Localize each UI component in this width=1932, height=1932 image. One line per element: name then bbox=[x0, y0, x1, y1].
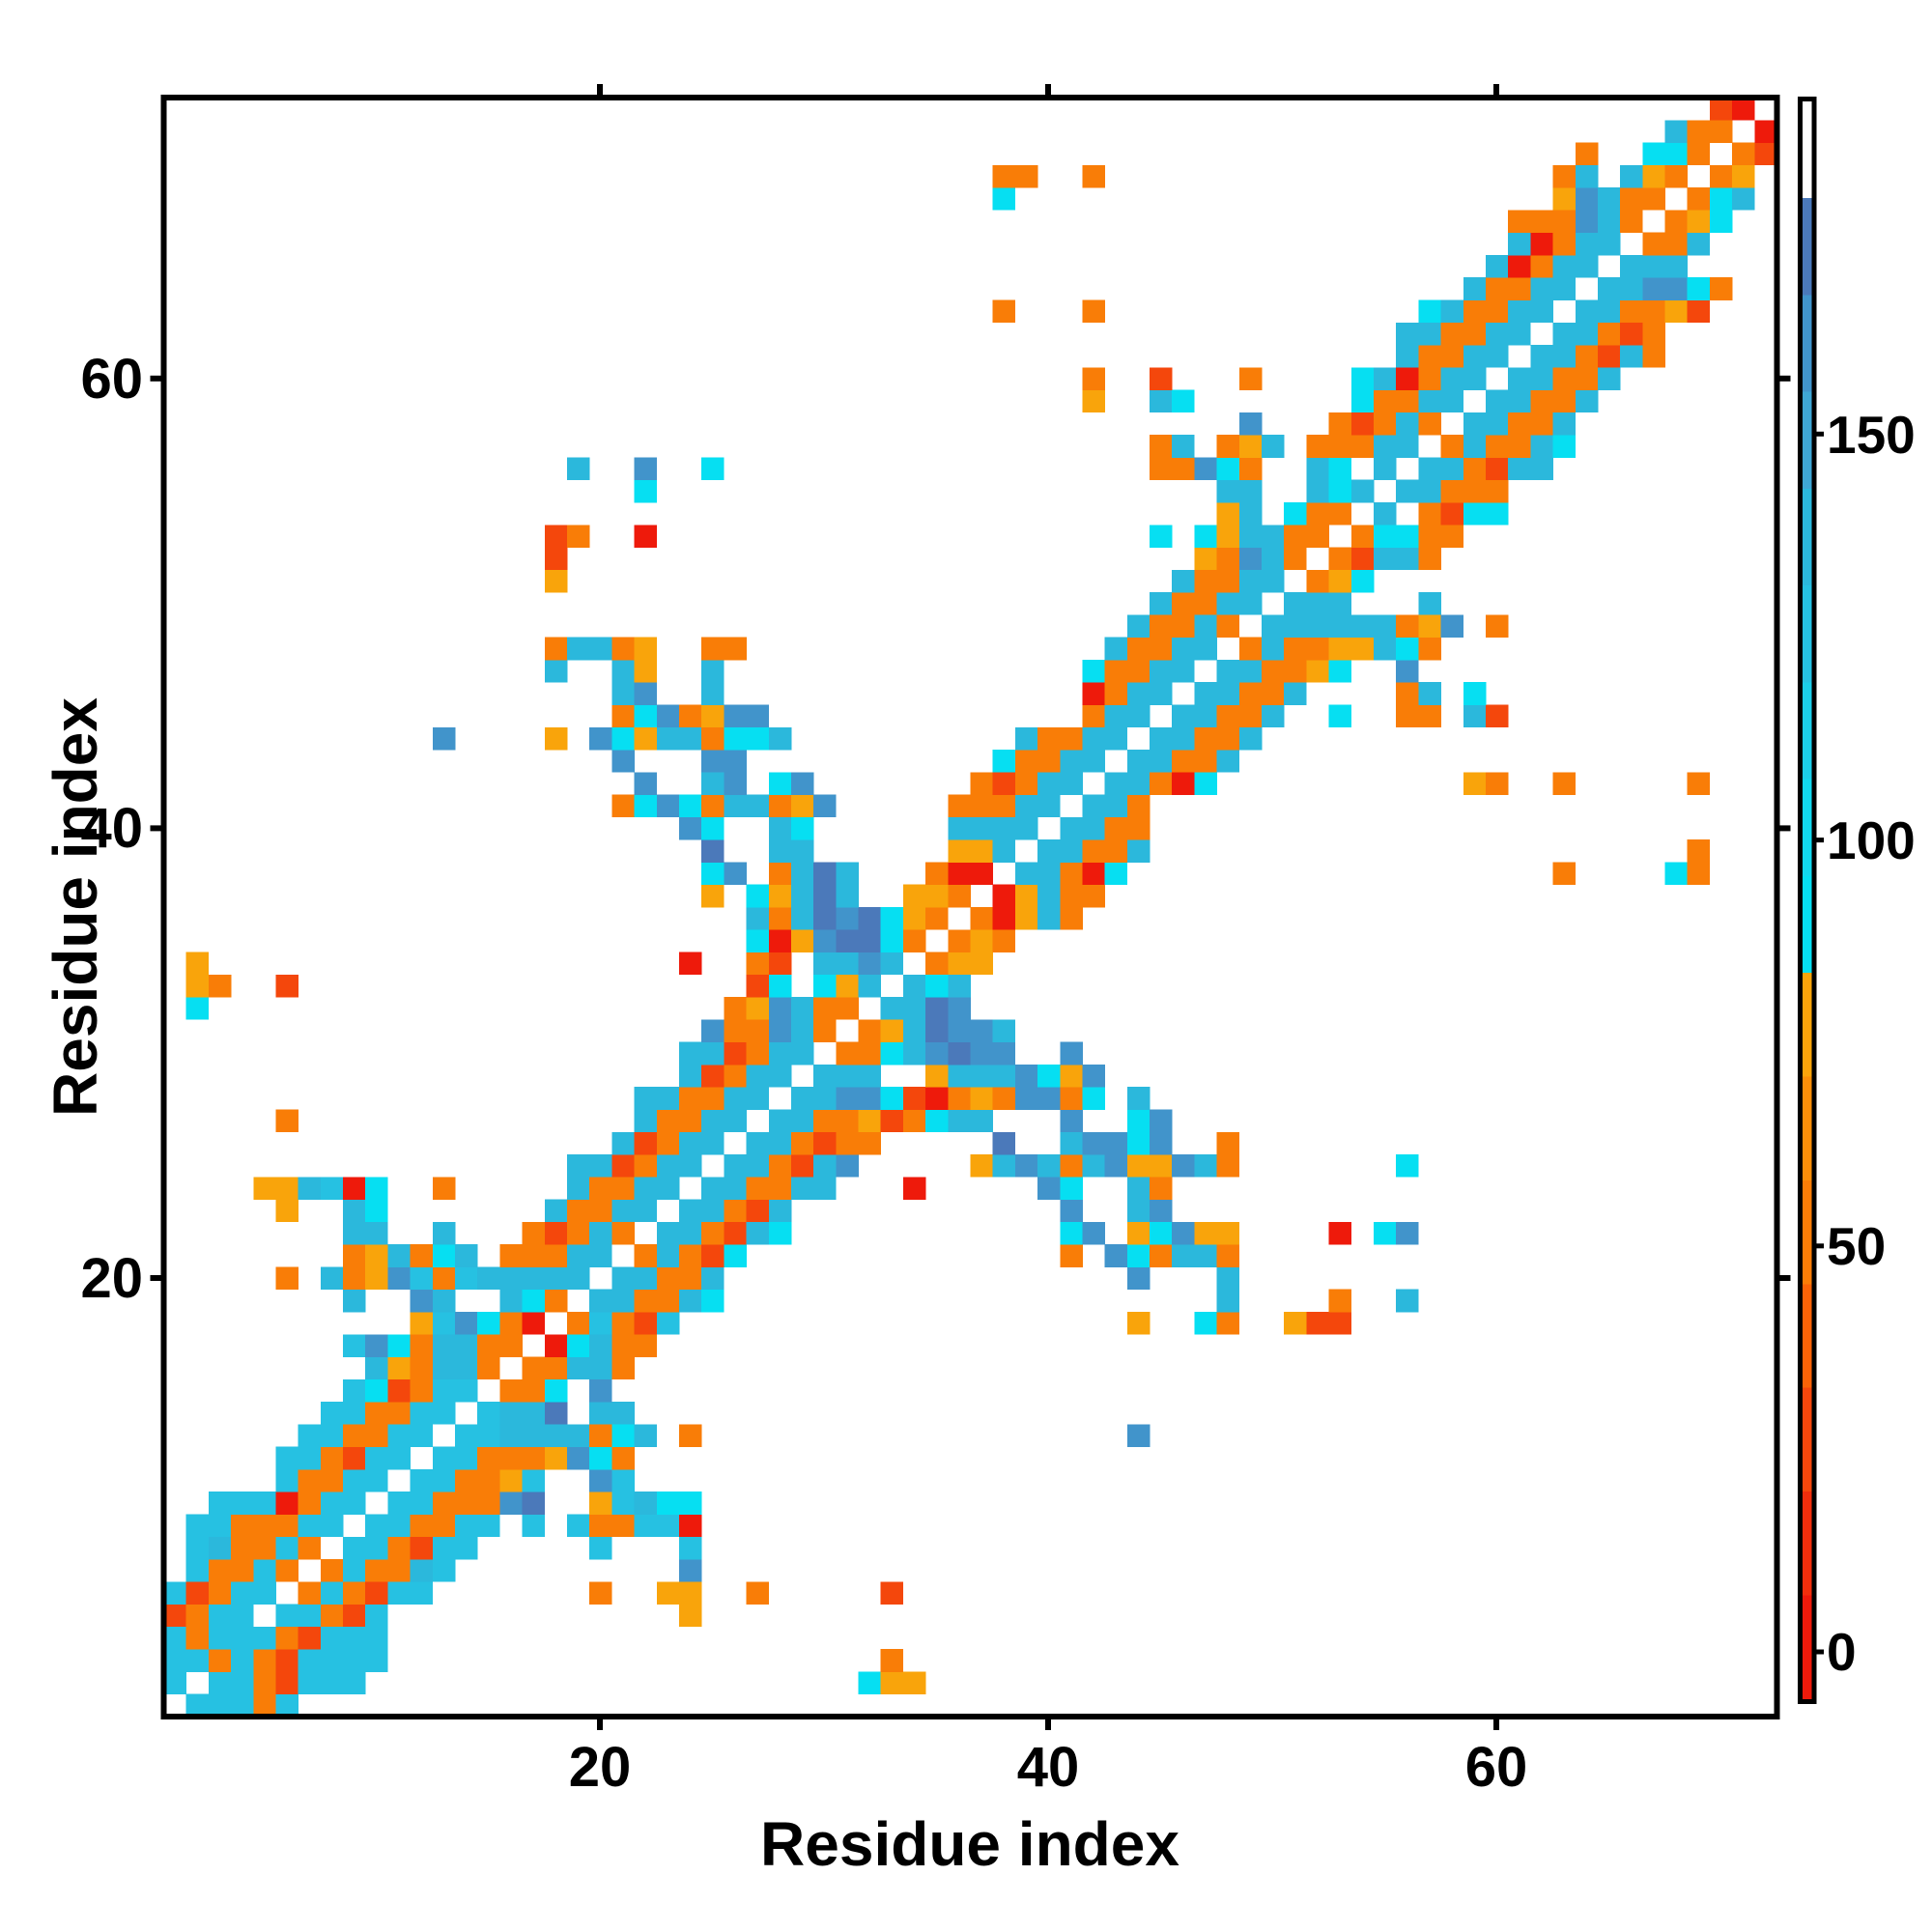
svg-text:100: 100 bbox=[1827, 810, 1916, 870]
svg-text:60: 60 bbox=[80, 348, 143, 411]
svg-text:Residue index: Residue index bbox=[41, 697, 110, 1117]
svg-text:50: 50 bbox=[1827, 1216, 1886, 1276]
svg-text:40: 40 bbox=[80, 797, 143, 860]
svg-text:40: 40 bbox=[1017, 1736, 1080, 1799]
svg-text:150: 150 bbox=[1827, 405, 1916, 465]
svg-text:Residue index: Residue index bbox=[760, 1809, 1179, 1879]
svg-text:60: 60 bbox=[1465, 1736, 1528, 1799]
svg-text:20: 20 bbox=[569, 1736, 632, 1799]
svg-text:20: 20 bbox=[80, 1247, 143, 1310]
svg-text:0: 0 bbox=[1827, 1622, 1857, 1682]
